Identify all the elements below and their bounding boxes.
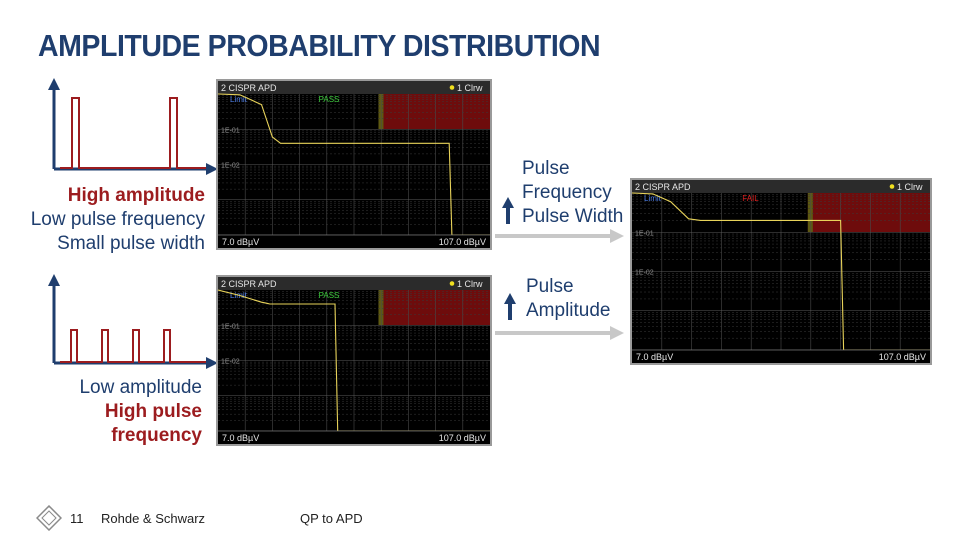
scope-footer-bar xyxy=(218,431,490,444)
apd-scope-result: 2 CISPR APD 1 Clrw 1E-01 1E-02 Limit FAIL 7.0 … xyxy=(630,178,932,365)
note-top-line2: Frequency xyxy=(522,182,612,203)
apd-chart-top: 2 CISPR APD 1 Clrw 1E-01 1E-02 Limit PASS 7.0 … xyxy=(218,81,490,248)
scope-header-title: 2 CISPR APD xyxy=(635,182,691,192)
scope-header-bar xyxy=(218,81,490,94)
right-arrow-bottom xyxy=(495,326,624,340)
bottom-description: Low amplitude High pulse frequency xyxy=(79,376,202,448)
x-min-label: 7.0 dBµV xyxy=(222,433,259,443)
x-min-label: 7.0 dBµV xyxy=(222,237,259,247)
top-desc-line1: High amplitude xyxy=(67,185,205,206)
y-tick-label: 1E-01 xyxy=(221,323,240,330)
top-desc-line2: Low pulse frequency xyxy=(30,209,205,230)
top-desc-line3: Small pulse width xyxy=(57,233,205,254)
bottom-desc-line1: Low amplitude xyxy=(79,377,202,398)
bottom-desc-line2: High pulse xyxy=(104,401,202,422)
scope-trace-label: 1 Clrw xyxy=(457,279,483,289)
status-label: PASS xyxy=(319,291,340,300)
trace-marker-icon xyxy=(449,281,455,286)
footer-company: Rohde & Schwarz xyxy=(101,511,206,526)
x-max-label: 107.0 dBµV xyxy=(439,237,486,247)
apd-scope-bottom: 2 CISPR APD 1 Clrw 1E-01 1E-02 Limit PASS 7.0 … xyxy=(216,275,492,446)
limit-label: Limit xyxy=(230,95,248,104)
top-description: High amplitude Low pulse frequency Small… xyxy=(31,184,205,256)
status-label: FAIL xyxy=(742,194,759,203)
footer-page-number: 11 xyxy=(70,511,84,526)
scope-trace-label: 1 Clrw xyxy=(897,182,923,192)
page-title: AMPLITUDE PROBABILITY DISTRIBUTION xyxy=(38,28,601,63)
x-max-label: 107.0 dBµV xyxy=(879,352,926,362)
limit-fail-zone xyxy=(378,290,490,326)
note-top-line1: Pulse xyxy=(522,158,570,179)
x-max-label: 107.0 dBµV xyxy=(439,433,486,443)
scope-trace-label: 1 Clrw xyxy=(457,83,483,93)
y-tick-label: 1E-02 xyxy=(635,270,654,277)
trace-marker-icon xyxy=(889,184,895,189)
y-tick-label: 1E-02 xyxy=(221,359,240,366)
rohde-schwarz-logo-icon xyxy=(36,505,62,531)
pulse-diagram-bottom xyxy=(48,274,218,369)
limit-line-bar xyxy=(807,193,813,233)
pulse-diagrams xyxy=(48,78,218,369)
y-tick-label: 1E-02 xyxy=(221,163,240,170)
apd-trace-line xyxy=(218,93,490,236)
y-tick-label: 1E-01 xyxy=(635,230,654,237)
footer-topic: QP to APD xyxy=(300,511,363,526)
scope-footer-bar xyxy=(632,350,930,363)
note-bottom-line2: Amplitude xyxy=(526,300,611,321)
scope-footer-bar xyxy=(218,235,490,248)
apd-chart-result: 2 CISPR APD 1 Clrw 1E-01 1E-02 Limit FAIL 7.0 … xyxy=(632,180,930,363)
bottom-desc-line3: frequency xyxy=(111,425,202,446)
scope-header-bar xyxy=(218,277,490,290)
note-bottom-line1: Pulse xyxy=(526,276,574,297)
note-top-line3: Pulse Width xyxy=(522,206,624,227)
scope-header-title: 2 CISPR APD xyxy=(221,279,277,289)
y-tick-label: 1E-01 xyxy=(221,127,240,134)
x-min-label: 7.0 dBµV xyxy=(636,352,673,362)
up-arrow-icon-top xyxy=(502,197,514,224)
note-bottom: Pulse Amplitude xyxy=(526,275,611,323)
note-top: Pulse Frequency Pulse Width xyxy=(522,157,623,229)
up-arrow-icon-bottom xyxy=(504,293,516,320)
right-arrow-top xyxy=(495,229,624,243)
apd-trace-line xyxy=(632,192,930,351)
apd-trace-line xyxy=(218,289,490,432)
trace-marker-icon xyxy=(449,85,455,90)
status-label: PASS xyxy=(319,95,340,104)
limit-fail-zone xyxy=(378,94,490,130)
scope-header-bar xyxy=(632,180,930,193)
apd-scope-top: 2 CISPR APD 1 Clrw 1E-01 1E-02 Limit PASS 7.0 … xyxy=(216,79,492,250)
limit-label: Limit xyxy=(644,194,662,203)
pulse-diagram-top xyxy=(48,78,218,175)
scope-header-title: 2 CISPR APD xyxy=(221,83,277,93)
limit-fail-zone xyxy=(807,193,930,233)
